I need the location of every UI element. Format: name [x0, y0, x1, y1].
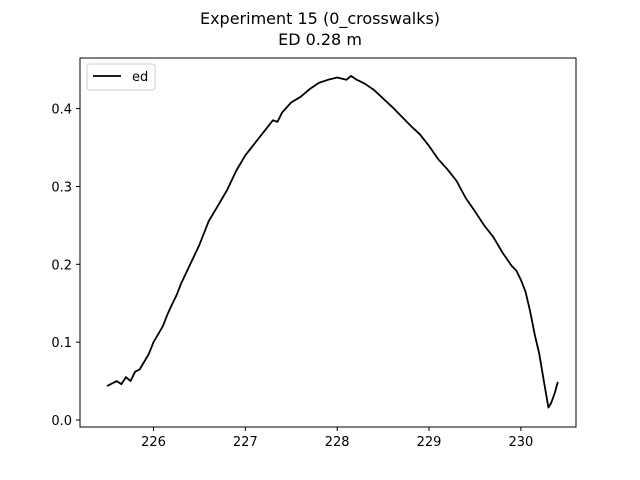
y-tick-label: 0.4	[51, 103, 72, 118]
y-axis-ticks: 0.0 0.1 0.2 0.3 0.4	[51, 103, 80, 429]
chart-title: Experiment 15 (0_crosswalks)	[200, 9, 440, 29]
series-line-ed	[106, 75, 559, 409]
x-axis-ticks: 226 227 228 229 230	[141, 427, 533, 450]
chart-subtitle: ED 0.28 m	[278, 30, 362, 49]
x-tick-label: 227	[233, 435, 258, 450]
legend-label-ed: ed	[132, 70, 148, 85]
y-tick-label: 0.2	[51, 258, 72, 273]
y-tick-label: 0.3	[51, 180, 72, 195]
legend: ed	[86, 63, 156, 91]
y-tick-label: 0.1	[51, 336, 72, 351]
plot-frame	[79, 57, 577, 428]
y-tick-label: 0.0	[51, 414, 72, 429]
x-tick-label: 230	[508, 435, 533, 450]
x-tick-label: 229	[417, 435, 442, 450]
x-tick-label: 228	[325, 435, 350, 450]
x-tick-label: 226	[141, 435, 166, 450]
legend-box	[86, 63, 156, 91]
